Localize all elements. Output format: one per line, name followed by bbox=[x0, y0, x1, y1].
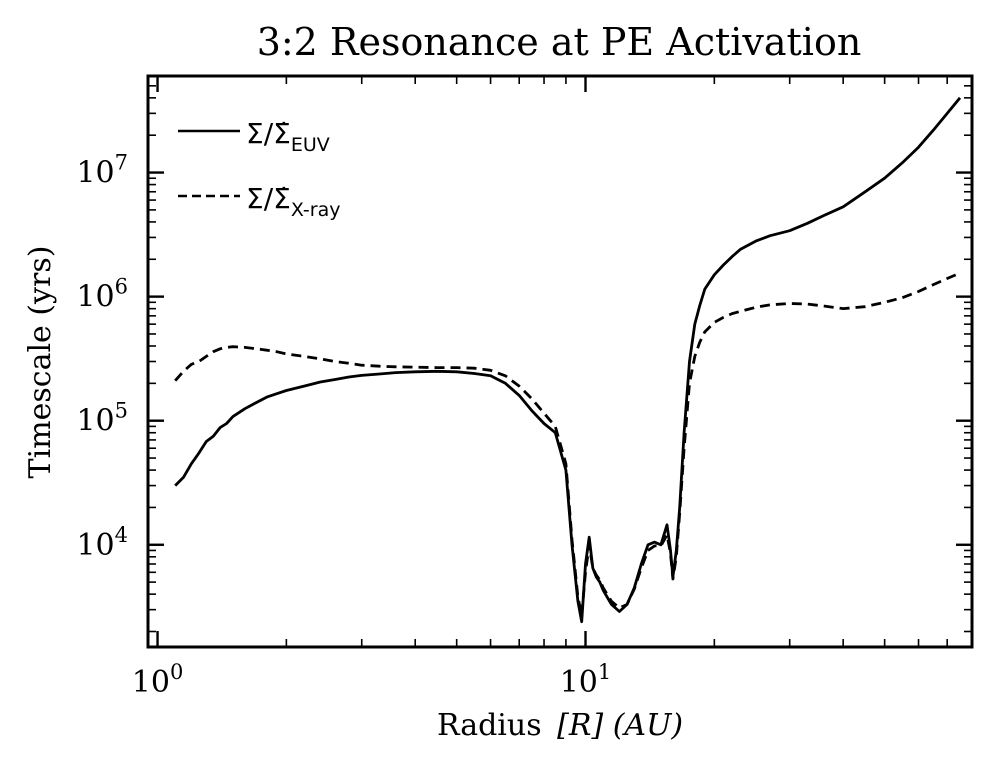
y-tick-label-base: 10 bbox=[76, 280, 114, 315]
y-tick-label-base: 10 bbox=[76, 156, 114, 191]
legend-label-euv: Σ/Σ̇EUV bbox=[246, 117, 330, 156]
x-tick-labels: 100 101 bbox=[132, 660, 612, 700]
y-tick-label-exp: 7 bbox=[115, 151, 128, 175]
chart-title: 3:2 Resonance at PE Activation bbox=[257, 20, 862, 64]
series-line-x-ray bbox=[174, 271, 961, 617]
legend-label-euv-sub: EUV bbox=[291, 134, 330, 156]
plot-frame bbox=[146, 74, 974, 649]
x-axis-label: Radius [R] (AU) bbox=[437, 708, 683, 743]
y-tick-label: 104 bbox=[76, 523, 128, 563]
y-tick-label: 105 bbox=[76, 399, 128, 439]
y-tick-label-exp: 6 bbox=[115, 275, 128, 299]
y-axis-label: Timescale (yrs) bbox=[23, 246, 58, 479]
legend: Σ/Σ̇EUV Σ/Σ̇X-ray bbox=[178, 117, 340, 221]
legend-label-xray-sub: X-ray bbox=[291, 199, 341, 221]
y-tick-label: 106 bbox=[76, 275, 128, 315]
x-tick-label: 100 bbox=[132, 660, 184, 700]
y-tick-label: 107 bbox=[76, 151, 128, 191]
legend-label-xray-main: Σ/Σ̇ bbox=[246, 182, 291, 215]
x-tick-label-exp: 1 bbox=[598, 660, 611, 684]
y-tick-label-exp: 5 bbox=[115, 399, 128, 423]
axis-ticks bbox=[148, 75, 973, 647]
y-tick-label-base: 10 bbox=[76, 528, 114, 563]
x-tick-label-base: 10 bbox=[132, 665, 170, 700]
x-tick-label-exp: 0 bbox=[170, 660, 183, 684]
plot-area bbox=[174, 96, 962, 624]
x-axis-label-text: Radius bbox=[437, 708, 542, 743]
legend-label-xray: Σ/Σ̇X-ray bbox=[246, 182, 340, 221]
x-tick-label-base: 10 bbox=[560, 665, 598, 700]
y-tick-label-base: 10 bbox=[76, 404, 114, 439]
x-tick-label: 101 bbox=[560, 660, 612, 700]
x-axis-label-unit: [R] (AU) bbox=[557, 708, 683, 743]
legend-label-euv-main: Σ/Σ̇ bbox=[246, 117, 291, 150]
y-tick-label-exp: 4 bbox=[115, 523, 128, 547]
series-line-euv bbox=[174, 96, 962, 624]
